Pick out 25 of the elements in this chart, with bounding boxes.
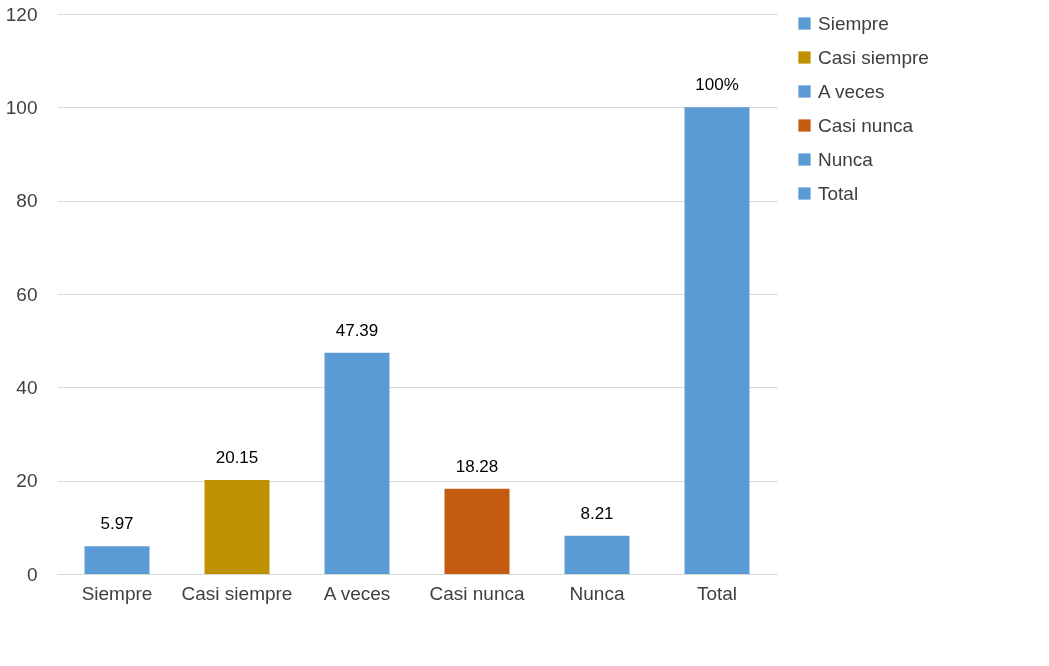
legend-label: Casi nunca — [818, 114, 914, 136]
x-tick-label: Casi siempre — [181, 582, 293, 604]
y-tick-label: 120 — [5, 3, 38, 25]
y-tick-label: 100 — [5, 96, 38, 118]
y-tick-label: 60 — [16, 283, 38, 305]
data-label: 18.28 — [455, 456, 499, 476]
legend-label: Nunca — [818, 148, 874, 170]
y-tick-label: 40 — [16, 376, 38, 398]
x-tick-label: Nunca — [569, 582, 625, 604]
data-label: 100% — [695, 75, 739, 95]
x-tick-label: Casi nunca — [429, 582, 525, 604]
y-tick-label: 0 — [26, 563, 38, 585]
legend-label: Casi siempre — [818, 46, 929, 68]
data-label: 5.97 — [100, 514, 134, 534]
x-tick-label: Siempre — [81, 582, 153, 604]
x-tick-label: A veces — [323, 582, 391, 604]
legend-label: Siempre — [818, 12, 889, 34]
y-tick-label: 80 — [16, 190, 38, 212]
data-label: 8.21 — [580, 503, 614, 523]
data-label: 47.39 — [335, 320, 379, 340]
legend-label: Total — [818, 182, 859, 204]
y-tick-label: 20 — [16, 470, 38, 492]
x-tick-label: Total — [696, 582, 738, 604]
data-label: 20.15 — [215, 447, 259, 467]
legend-label: A veces — [818, 80, 885, 102]
